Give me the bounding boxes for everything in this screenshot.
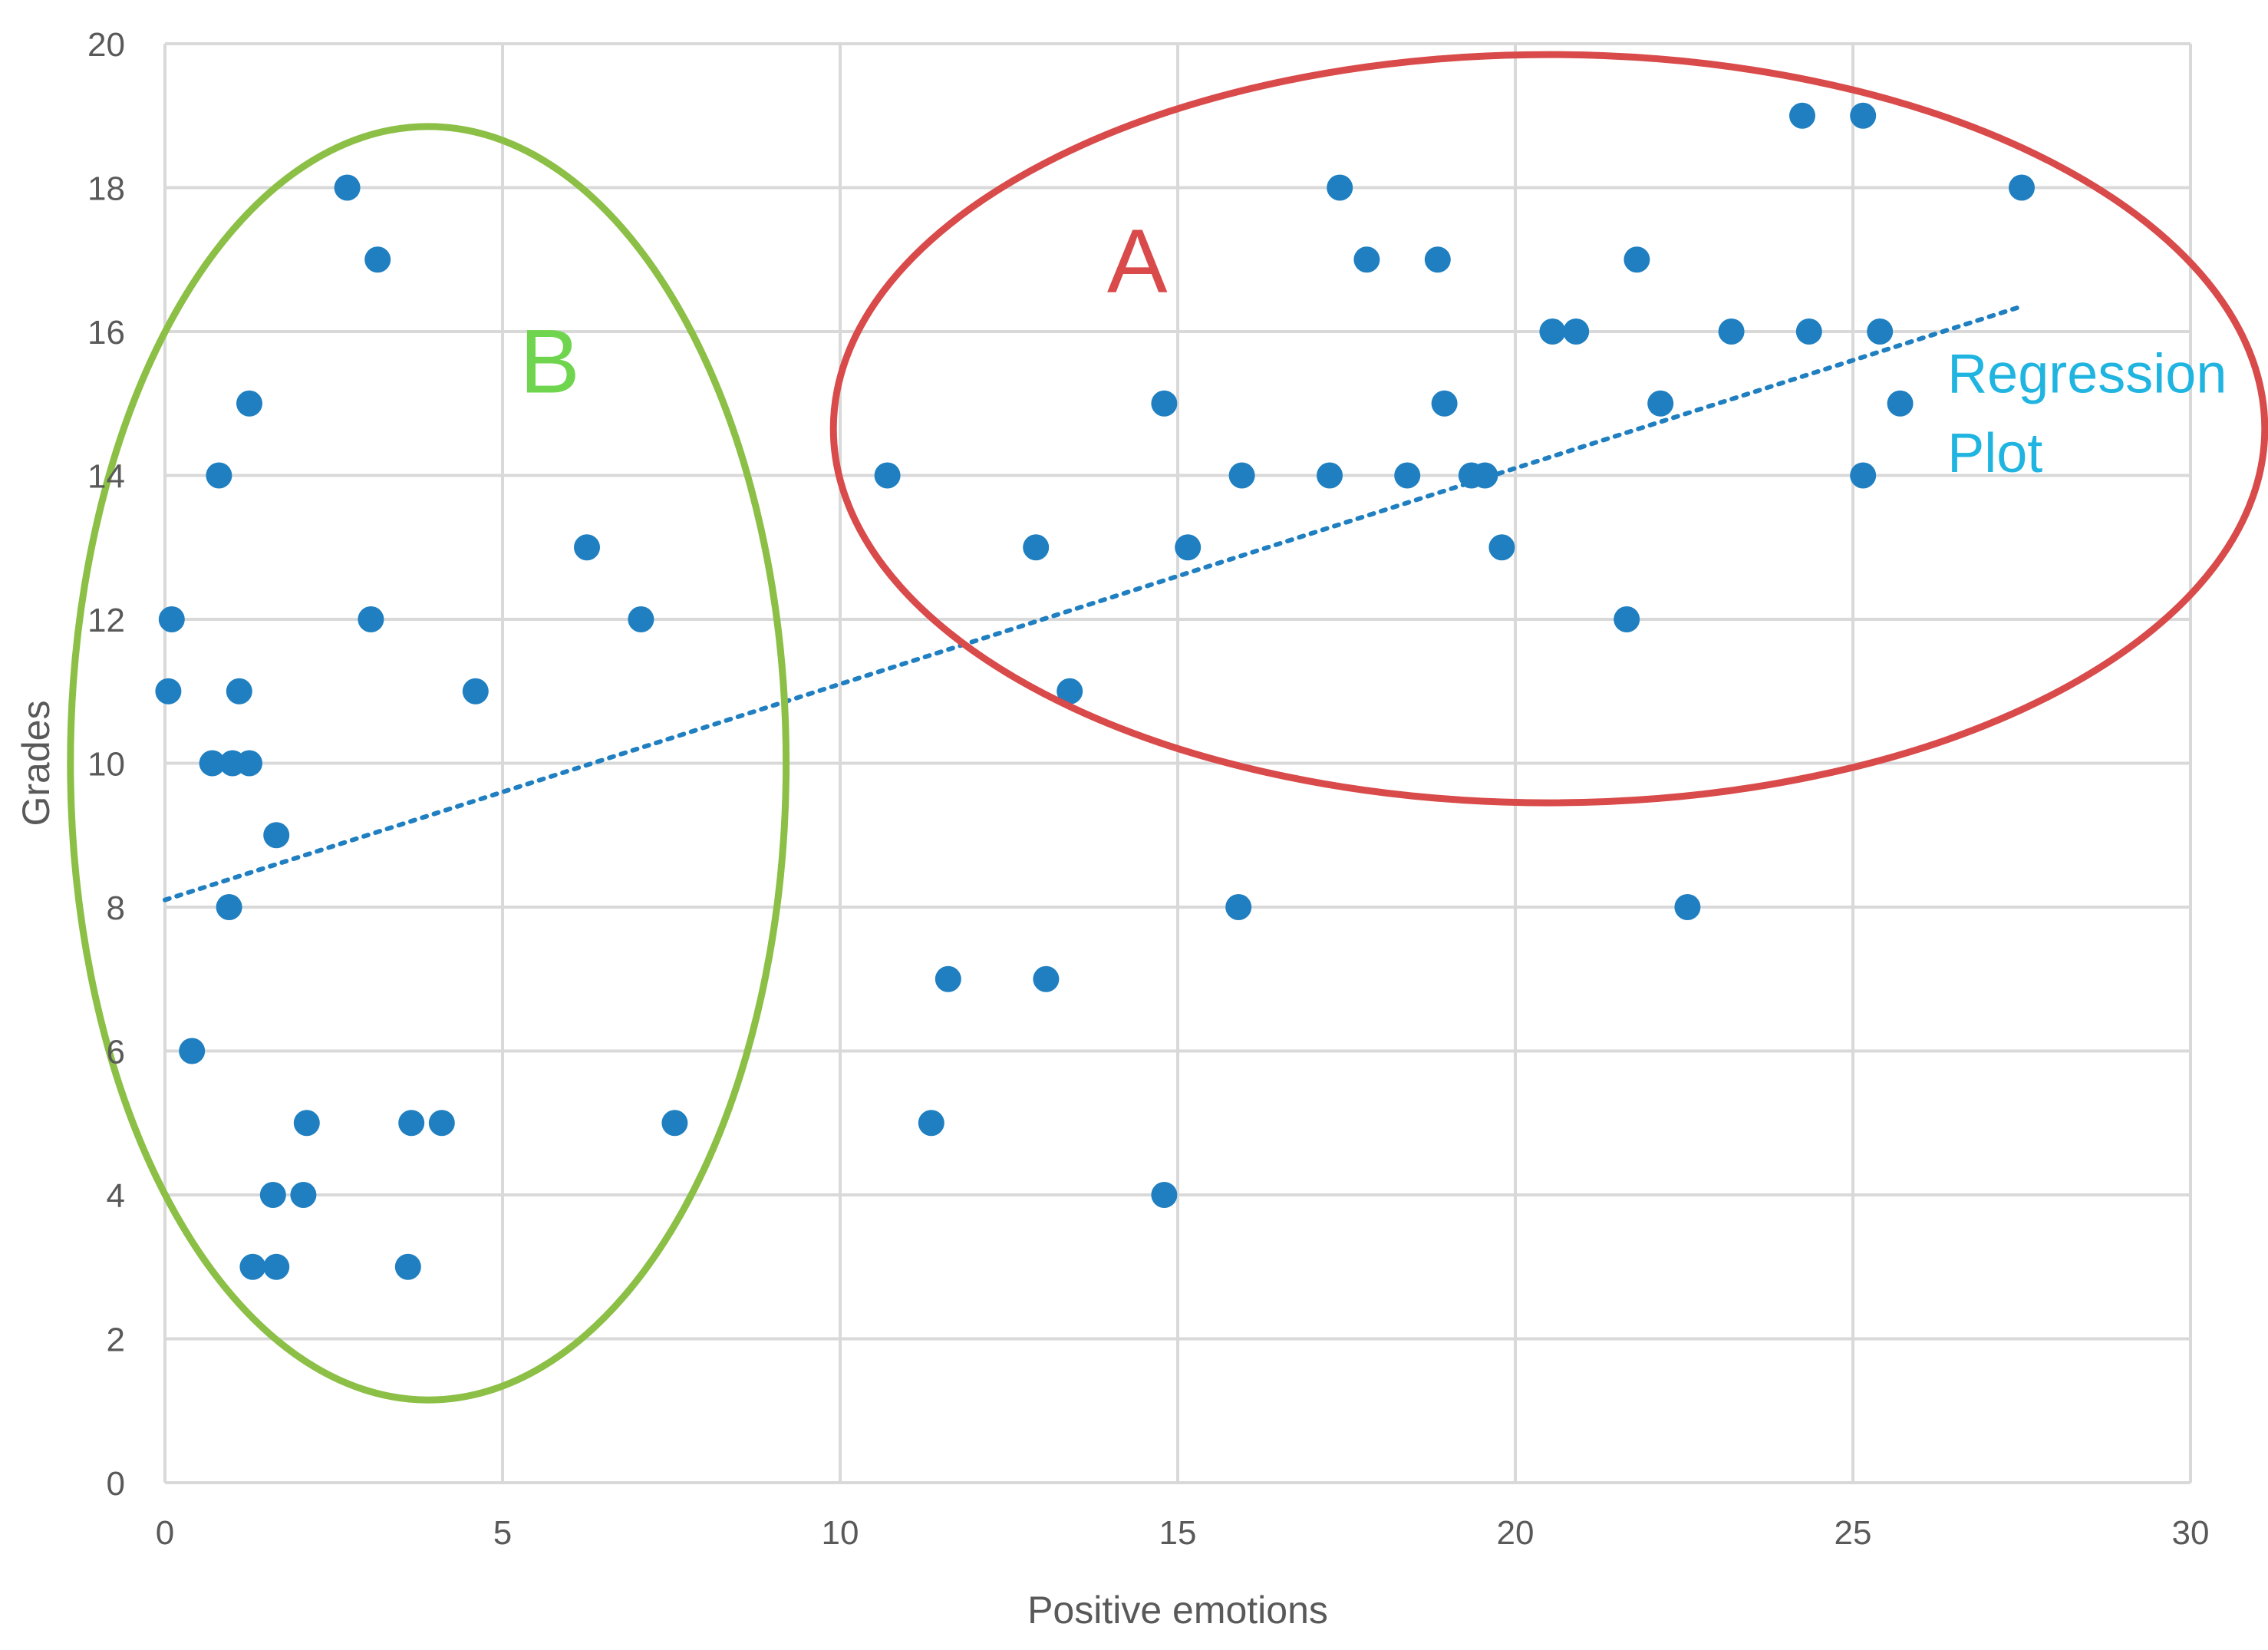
x-tick-label: 30 [2172, 1514, 2210, 1552]
tick-labels: 0 2 4 6 8 10 12 14 16 18 20 0 5 10 15 20 25 30 [87, 26, 2209, 1552]
y-tick-label: 12 [87, 602, 125, 639]
regression-label: Regression [1947, 344, 2227, 405]
data-point [1394, 462, 1421, 489]
data-point [574, 534, 600, 561]
x-tick-label: 20 [1497, 1514, 1535, 1552]
cluster-ellipses [67, 51, 2268, 1404]
data-point [1563, 318, 1590, 345]
data-point [1317, 462, 1343, 489]
data-point [1431, 390, 1458, 417]
data-point [334, 174, 361, 201]
data-points [155, 102, 2035, 1280]
data-point [259, 1182, 286, 1208]
data-point [290, 1182, 317, 1208]
cluster-ellipse-a [829, 51, 2268, 807]
data-point [1718, 318, 1745, 345]
y-tick-label: 20 [87, 26, 125, 64]
trendline [163, 304, 2024, 903]
data-point [1424, 246, 1451, 273]
data-point [1887, 390, 1914, 417]
data-point [1023, 534, 1050, 561]
data-point [2009, 174, 2035, 201]
data-point [216, 894, 242, 920]
data-point [226, 678, 252, 705]
data-point [158, 606, 185, 632]
data-point [364, 246, 391, 273]
data-point [462, 678, 489, 705]
data-point [1488, 534, 1515, 561]
data-point [263, 1253, 290, 1280]
x-tick-label: 0 [156, 1514, 174, 1552]
x-tick-label: 15 [1159, 1514, 1197, 1552]
data-point [1353, 246, 1380, 273]
data-point [1795, 318, 1822, 345]
data-point [628, 606, 654, 632]
y-tick-label: 14 [87, 458, 125, 496]
cluster-label: A [1107, 210, 1168, 312]
data-point [1225, 894, 1252, 920]
data-point [1057, 678, 1083, 705]
data-point [918, 1110, 944, 1137]
y-axis-title: Grades [15, 701, 58, 827]
data-point [1674, 894, 1701, 920]
x-axis-title: Positive emotions [1027, 1589, 1328, 1632]
data-point [1850, 102, 1877, 129]
y-tick-label: 18 [87, 170, 125, 208]
data-point [236, 750, 262, 777]
data-point [398, 1110, 425, 1137]
data-point [199, 750, 226, 777]
data-point [1867, 318, 1894, 345]
data-point [1614, 606, 1640, 632]
y-tick-label: 6 [107, 1034, 125, 1071]
data-point [394, 1253, 421, 1280]
y-tick-label: 2 [107, 1322, 125, 1359]
annotations: A B Regression Plot [519, 210, 2227, 483]
x-tick-label: 25 [1835, 1514, 1872, 1552]
regression-trendline [163, 304, 2024, 903]
cluster-ellipse-b [67, 123, 790, 1404]
data-point [179, 1038, 206, 1064]
data-point [293, 1110, 320, 1137]
data-point [1151, 1182, 1178, 1208]
data-point [206, 462, 232, 489]
cluster-label: B [519, 312, 580, 413]
data-point [1175, 534, 1202, 561]
data-point [428, 1110, 455, 1137]
data-point [1647, 390, 1674, 417]
y-tick-label: 10 [87, 746, 125, 784]
x-tick-label: 10 [822, 1514, 859, 1552]
x-tick-label: 5 [493, 1514, 512, 1552]
y-tick-label: 0 [107, 1465, 125, 1503]
data-point [1033, 965, 1060, 992]
data-point [1327, 174, 1353, 201]
data-point [1789, 102, 1815, 129]
data-point [155, 678, 182, 705]
data-point [236, 390, 262, 417]
data-point [874, 462, 901, 489]
data-point [1151, 390, 1178, 417]
data-point [935, 965, 961, 992]
y-tick-label: 4 [107, 1177, 125, 1215]
data-point [239, 1253, 266, 1280]
data-point [1539, 318, 1566, 345]
regression-label: Plot [1947, 423, 2042, 484]
data-point [358, 606, 384, 632]
data-point [1472, 462, 1498, 489]
data-point [263, 822, 290, 849]
data-point [1850, 462, 1877, 489]
data-point [1228, 462, 1255, 489]
y-tick-label: 8 [107, 889, 125, 927]
data-point [661, 1110, 688, 1137]
y-tick-label: 16 [87, 314, 125, 351]
data-point [1624, 246, 1650, 273]
gridlines [163, 42, 2192, 1484]
